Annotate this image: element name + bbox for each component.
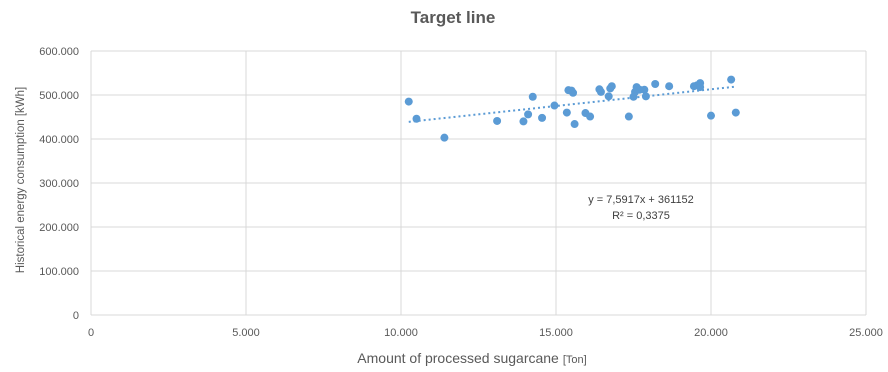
data-point	[586, 112, 595, 121]
data-point	[596, 87, 605, 96]
data-point	[519, 117, 528, 126]
data-point	[550, 101, 559, 110]
y-axis-ticks: 0 100.000 200.000 300.000 400.000 500.000 600.…	[39, 46, 79, 322]
data-point	[624, 112, 633, 121]
y-axis-label-unit: [kWh]	[15, 87, 27, 116]
x-axis-ticks: 0 5.000 10.000 15.000 20.000 25.000	[88, 327, 883, 339]
data-point	[538, 113, 547, 122]
trendline-equation: y = 7,5917x + 361152	[588, 194, 694, 206]
grid	[90, 50, 867, 316]
data-points	[404, 75, 740, 142]
y-axis-label: Historical energy consumption [kWh]	[15, 87, 27, 273]
data-point	[727, 75, 736, 84]
data-point	[440, 133, 449, 142]
x-tick-label: 20.000	[694, 327, 728, 339]
data-point	[707, 111, 715, 120]
data-point	[641, 92, 650, 101]
y-tick-label: 400.000	[39, 134, 79, 146]
data-point	[665, 82, 674, 91]
chart-title: Target line	[411, 8, 496, 27]
data-point	[607, 82, 616, 91]
data-point	[651, 80, 660, 88]
y-tick-label: 300.000	[39, 178, 79, 190]
x-tick-label: 0	[88, 327, 94, 339]
data-point	[570, 120, 579, 129]
data-point	[569, 88, 578, 97]
data-point	[696, 83, 705, 92]
x-axis-label-text: Amount of processed sugarcane	[357, 350, 559, 366]
data-point	[528, 92, 537, 101]
data-point	[640, 85, 649, 94]
y-axis-label-text: Historical energy consumption	[15, 119, 27, 273]
x-tick-label: 5.000	[232, 327, 260, 339]
y-tick-label: 0	[73, 310, 79, 322]
y-tick-label: 500.000	[39, 90, 79, 102]
data-point	[562, 108, 571, 117]
data-point	[731, 108, 740, 117]
y-tick-label: 200.000	[39, 222, 79, 234]
y-tick-label: 100.000	[39, 266, 79, 278]
x-tick-label: 25.000	[849, 327, 883, 339]
y-tick-label: 600.000	[39, 46, 79, 58]
trendline-r-squared: R² = 0,3375	[612, 210, 670, 222]
x-axis-label: Amount of processed sugarcane [Ton]	[357, 350, 586, 366]
x-tick-label: 15.000	[539, 327, 573, 339]
x-axis-label-unit: [Ton]	[563, 354, 587, 366]
x-tick-label: 10.000	[384, 327, 418, 339]
data-point	[404, 97, 413, 106]
data-point	[493, 116, 502, 125]
data-point	[524, 110, 533, 119]
data-point	[604, 92, 613, 101]
data-point	[412, 114, 421, 123]
